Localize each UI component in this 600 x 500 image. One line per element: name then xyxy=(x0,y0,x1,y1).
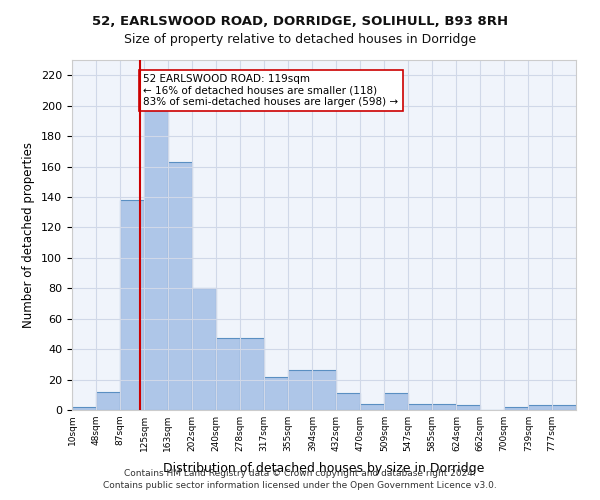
Bar xyxy=(504,407,528,410)
Bar xyxy=(529,406,552,410)
Bar xyxy=(96,392,119,410)
Bar xyxy=(552,406,576,410)
Bar xyxy=(240,338,263,410)
Bar xyxy=(168,162,191,410)
Bar xyxy=(432,404,456,410)
Bar xyxy=(144,110,168,410)
Text: 52, EARLSWOOD ROAD, DORRIDGE, SOLIHULL, B93 8RH: 52, EARLSWOOD ROAD, DORRIDGE, SOLIHULL, … xyxy=(92,15,508,28)
Bar xyxy=(288,370,312,410)
Y-axis label: Number of detached properties: Number of detached properties xyxy=(22,142,35,328)
Bar xyxy=(120,200,144,410)
Bar xyxy=(408,404,432,410)
Text: Size of property relative to detached houses in Dorridge: Size of property relative to detached ho… xyxy=(124,32,476,46)
Text: Contains HM Land Registry data © Crown copyright and database right 2024.
Contai: Contains HM Land Registry data © Crown c… xyxy=(103,468,497,490)
Bar xyxy=(360,404,384,410)
Bar xyxy=(385,394,408,410)
Bar xyxy=(336,394,360,410)
Bar xyxy=(313,370,336,410)
X-axis label: Distribution of detached houses by size in Dorridge: Distribution of detached houses by size … xyxy=(163,462,485,475)
Bar xyxy=(216,338,240,410)
Text: 52 EARLSWOOD ROAD: 119sqm
← 16% of detached houses are smaller (118)
83% of semi: 52 EARLSWOOD ROAD: 119sqm ← 16% of detac… xyxy=(143,74,398,107)
Bar xyxy=(264,376,288,410)
Bar xyxy=(457,406,480,410)
Bar xyxy=(192,288,216,410)
Bar xyxy=(72,407,96,410)
